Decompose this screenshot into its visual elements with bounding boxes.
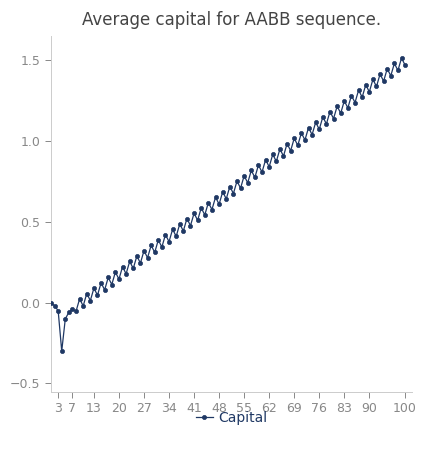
Line: Capital: Capital xyxy=(49,56,407,353)
Capital xyxy=(263,157,268,162)
Capital xyxy=(134,253,139,259)
Capital xyxy=(377,72,382,77)
Capital xyxy=(120,264,125,270)
Capital xyxy=(388,73,394,78)
Title: Average capital for AABB sequence.: Average capital for AABB sequence. xyxy=(82,11,381,29)
Capital xyxy=(48,300,54,305)
Capital xyxy=(402,63,408,68)
Capital xyxy=(235,179,240,184)
Capital xyxy=(399,55,404,61)
Capital xyxy=(59,348,64,354)
Legend: Capital: Capital xyxy=(190,405,273,431)
